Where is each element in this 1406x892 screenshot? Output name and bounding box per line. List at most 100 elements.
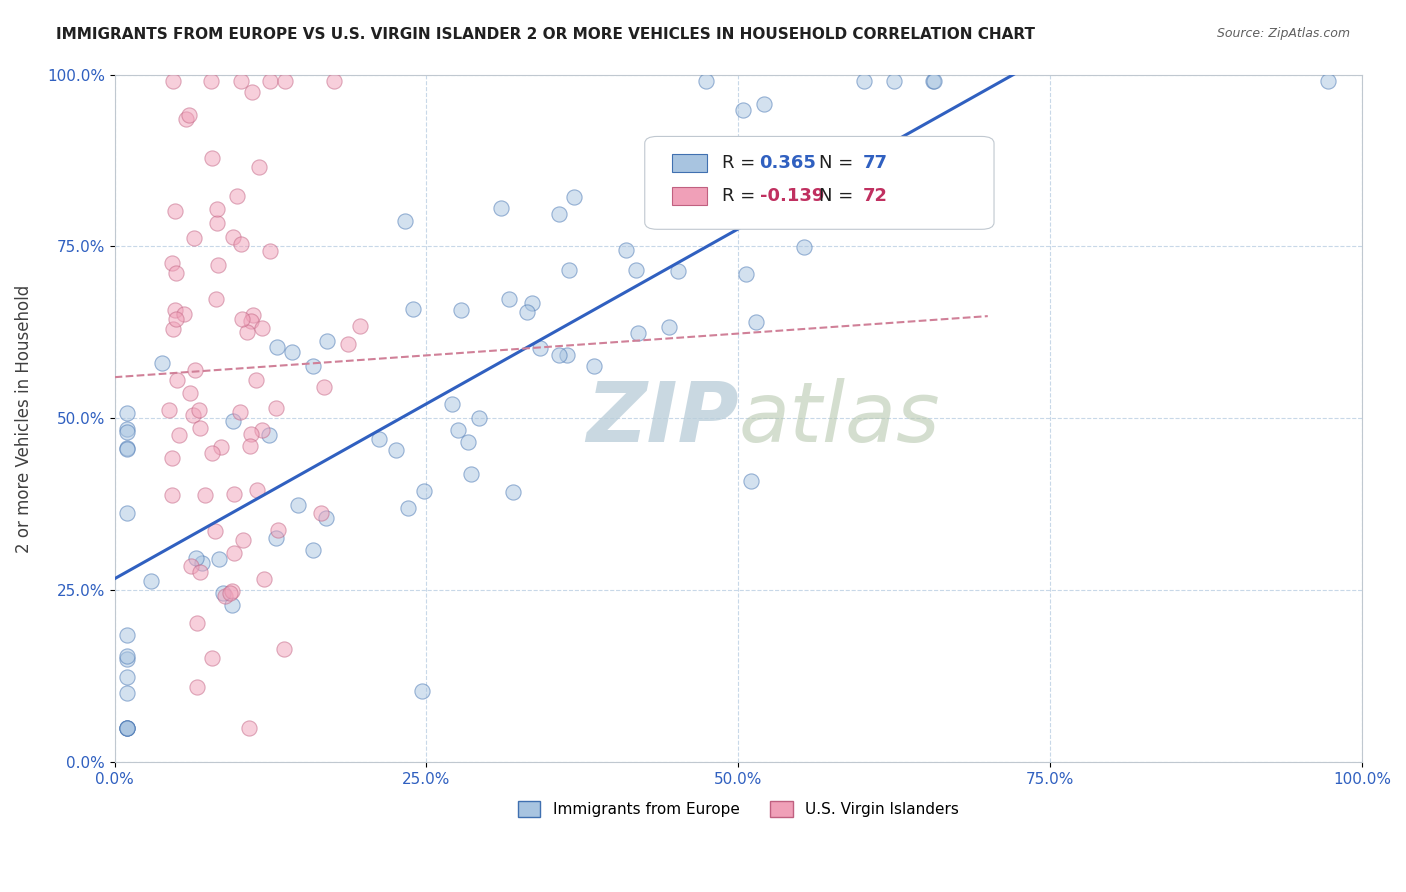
Point <box>547 348 569 362</box>
Point <box>115 506 138 520</box>
Point <box>450 303 472 318</box>
Point <box>162 74 184 88</box>
Point <box>115 425 138 439</box>
Point <box>695 74 717 88</box>
Point <box>502 485 524 500</box>
FancyBboxPatch shape <box>645 136 994 229</box>
Point <box>115 441 138 455</box>
Point <box>312 379 335 393</box>
Text: 77: 77 <box>863 154 889 172</box>
Point <box>315 511 337 525</box>
Point <box>208 552 231 566</box>
Text: R =: R = <box>723 154 761 172</box>
Point <box>187 403 209 417</box>
Point <box>115 670 138 684</box>
Point <box>139 574 162 588</box>
Text: 0.365: 0.365 <box>759 154 817 172</box>
Point <box>555 348 578 362</box>
Point <box>413 483 436 498</box>
Text: 72: 72 <box>863 187 889 205</box>
Text: Source: ZipAtlas.com: Source: ZipAtlas.com <box>1216 27 1350 40</box>
Point <box>349 319 371 334</box>
Point <box>498 292 520 306</box>
Point <box>205 292 228 306</box>
Point <box>115 652 138 666</box>
Point <box>793 240 815 254</box>
Point <box>384 442 406 457</box>
Point <box>447 423 470 437</box>
Point <box>654 140 676 154</box>
Point <box>468 411 491 425</box>
FancyBboxPatch shape <box>672 187 707 205</box>
Point <box>181 408 204 422</box>
Point <box>922 74 945 88</box>
Point <box>205 202 228 216</box>
Point <box>201 446 224 460</box>
Point <box>188 565 211 579</box>
Point <box>115 721 138 735</box>
Point <box>745 315 768 329</box>
FancyBboxPatch shape <box>672 154 707 172</box>
Point <box>735 267 758 281</box>
Point <box>115 627 138 641</box>
Point <box>162 451 184 466</box>
Text: N =: N = <box>820 154 859 172</box>
Point <box>165 204 187 219</box>
Point <box>731 103 754 117</box>
Point <box>246 483 269 498</box>
Point <box>222 414 245 428</box>
Point <box>852 74 875 88</box>
Point <box>184 550 207 565</box>
Point <box>115 649 138 664</box>
Y-axis label: 2 or more Vehicles in Household: 2 or more Vehicles in Household <box>15 285 32 553</box>
Point <box>520 296 543 310</box>
Point <box>883 74 905 88</box>
Point <box>624 262 647 277</box>
Text: IMMIGRANTS FROM EUROPE VS U.S. VIRGIN ISLANDER 2 OR MORE VEHICLES IN HOUSEHOLD C: IMMIGRANTS FROM EUROPE VS U.S. VIRGIN IS… <box>56 27 1035 42</box>
Point <box>200 74 222 88</box>
Point <box>557 262 579 277</box>
Point <box>274 74 297 88</box>
Point <box>259 244 281 258</box>
Point <box>315 334 337 348</box>
Point <box>1316 74 1339 88</box>
Point <box>167 427 190 442</box>
Point <box>221 584 243 599</box>
Point <box>309 506 332 520</box>
Point <box>180 558 202 573</box>
Point <box>582 359 605 374</box>
Point <box>301 359 323 373</box>
Point <box>336 336 359 351</box>
Point <box>242 85 264 99</box>
Point <box>252 572 274 586</box>
Point <box>184 363 207 377</box>
Point <box>529 341 551 355</box>
Point <box>225 189 247 203</box>
Point <box>188 421 211 435</box>
Point <box>162 256 184 270</box>
Point <box>396 501 419 516</box>
Point <box>229 236 252 251</box>
Point <box>460 467 482 482</box>
Legend: Immigrants from Europe, U.S. Virgin Islanders: Immigrants from Europe, U.S. Virgin Isla… <box>512 796 965 823</box>
Point <box>207 259 229 273</box>
Point <box>267 523 290 537</box>
Point <box>250 423 273 437</box>
Point <box>287 498 309 512</box>
Point <box>259 427 281 442</box>
Point <box>562 190 585 204</box>
Point <box>183 231 205 245</box>
Point <box>323 74 346 88</box>
Point <box>115 721 138 735</box>
Point <box>242 308 264 322</box>
Point <box>238 721 260 735</box>
Point <box>214 589 236 603</box>
Point <box>273 641 295 656</box>
Point <box>201 651 224 665</box>
Point <box>231 311 253 326</box>
Point <box>174 112 197 127</box>
Point <box>212 586 235 600</box>
Point <box>204 524 226 538</box>
Point <box>209 440 232 454</box>
Text: atlas: atlas <box>738 378 941 459</box>
